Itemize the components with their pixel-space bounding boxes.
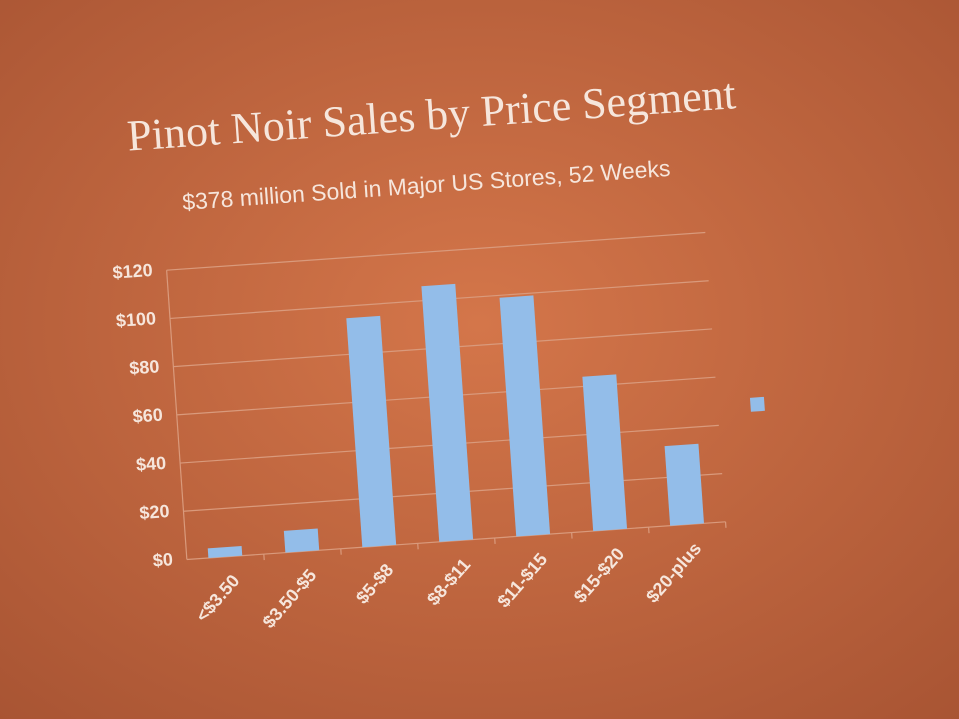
y-tick-label: $40 (135, 453, 166, 475)
bar (582, 374, 628, 532)
bar (207, 545, 243, 558)
bar (346, 315, 397, 548)
bar (421, 283, 474, 542)
legend-swatch (749, 396, 765, 412)
y-tick-label: $0 (152, 549, 173, 570)
y-tick-label: $80 (129, 356, 160, 378)
y-tick-label: $120 (112, 260, 153, 283)
y-tick-label: $60 (132, 405, 163, 427)
y-tick-label: $20 (139, 501, 170, 523)
bar (664, 443, 704, 526)
grid-line (166, 231, 706, 271)
bar (499, 295, 551, 537)
y-tick-label: $100 (115, 308, 156, 331)
bar (283, 528, 320, 553)
